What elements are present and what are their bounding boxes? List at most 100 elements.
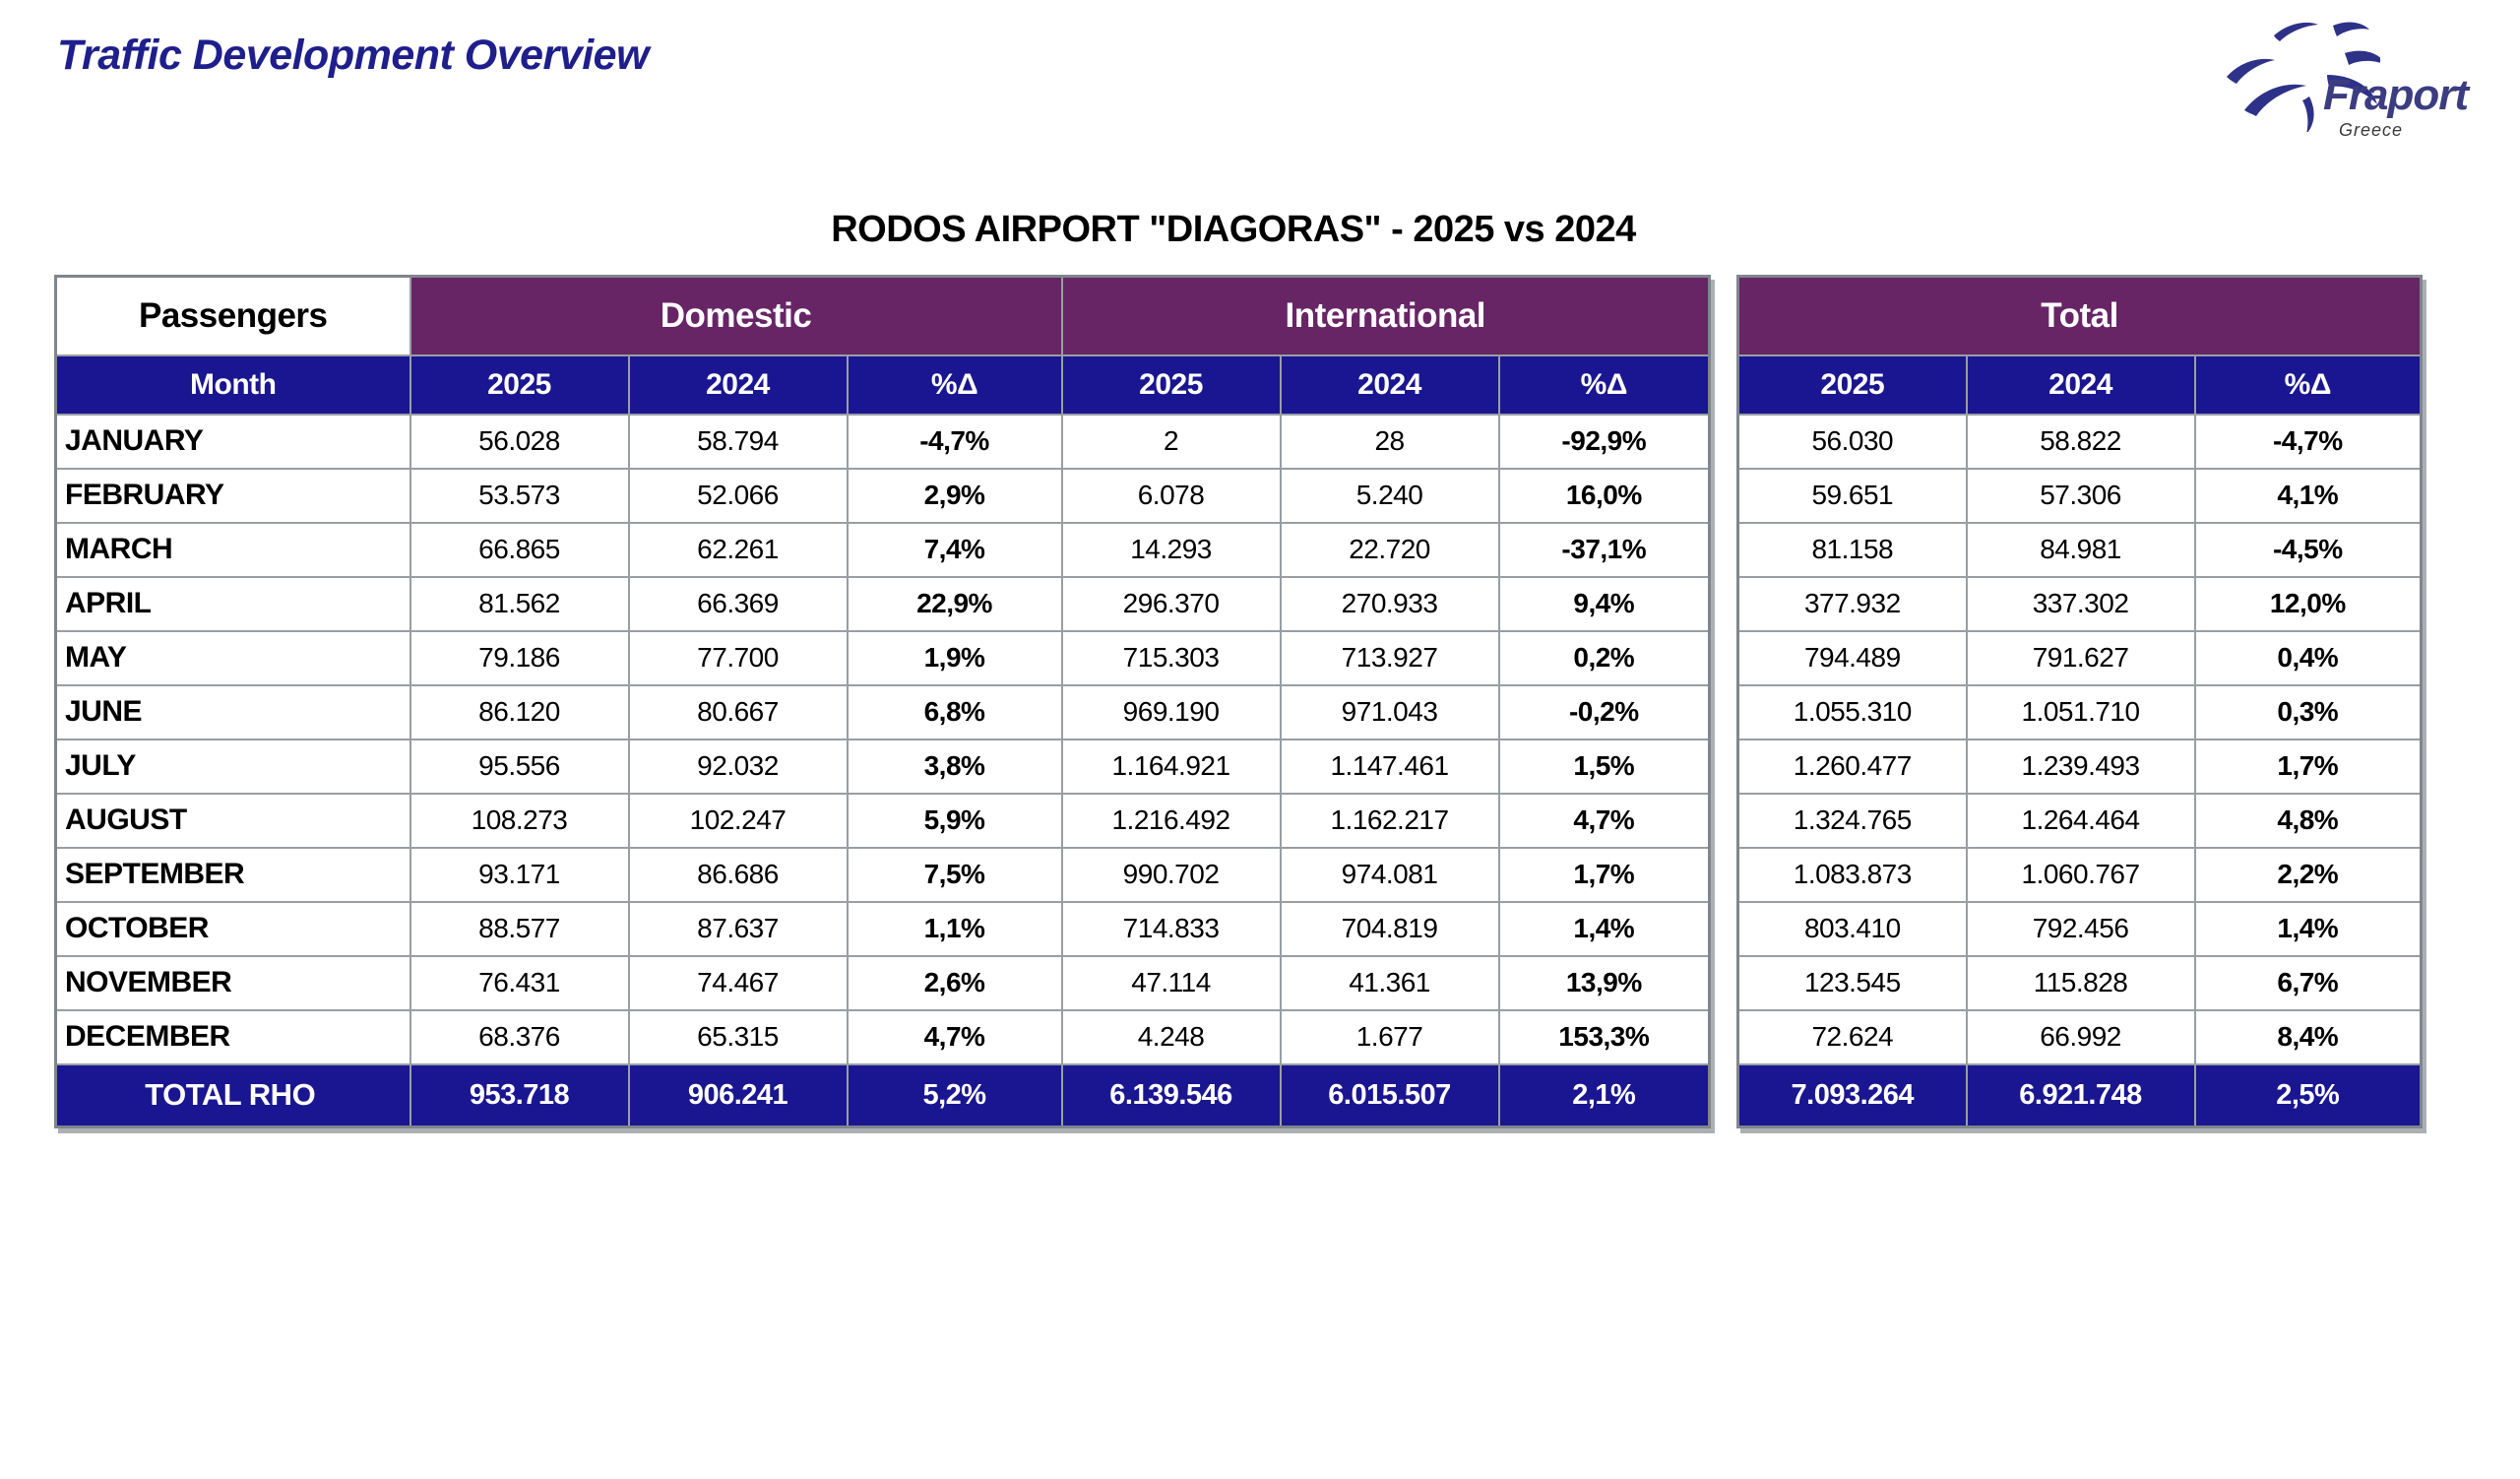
month-label-cell: APRIL bbox=[54, 575, 411, 632]
international-value-cell: 974.081 bbox=[1279, 846, 1500, 903]
total-value-cell: 792.456 bbox=[1965, 900, 2196, 957]
international-pct-cell: -92,9% bbox=[1497, 413, 1711, 470]
month-row: OCTOBER 88.577 87.637 1,1% 714.833 704.819 1,4… bbox=[54, 900, 1711, 957]
domestic-value-cell: 87.637 bbox=[627, 900, 849, 957]
month-label-cell: SEPTEMBER bbox=[54, 846, 411, 903]
international-pct-cell: 1,5% bbox=[1497, 738, 1711, 795]
total-pct-cell: 6,7% bbox=[2193, 954, 2423, 1011]
total-value-cell: 59.651 bbox=[1736, 467, 1968, 524]
domestic-pct-cell: 2,9% bbox=[846, 467, 1063, 524]
total-pct-cell: 1,4% bbox=[2193, 900, 2423, 957]
domestic-value-cell: 79.186 bbox=[409, 629, 630, 686]
domestic-pct-cell: 6,8% bbox=[846, 683, 1063, 740]
month-row: JUNE 86.120 80.667 6,8% 969.190 971.043 -0,2% bbox=[54, 683, 1711, 740]
month-label-cell: FEBRUARY bbox=[54, 467, 411, 524]
international-value-cell: 2 bbox=[1060, 413, 1282, 470]
month-header-cell: Month bbox=[54, 354, 411, 416]
month-total-row: 803.410 792.456 1,4% bbox=[1736, 900, 2423, 957]
total-pct-cell: 12,0% bbox=[2193, 575, 2423, 632]
international-pct-cell: 9,4% bbox=[1497, 575, 1711, 632]
month-total-row: 59.651 57.306 4,1% bbox=[1736, 467, 2423, 524]
grand-total-international-cell: 6.015.507 bbox=[1279, 1062, 1500, 1128]
international-value-cell: 990.702 bbox=[1060, 846, 1282, 903]
international-value-cell: 14.293 bbox=[1060, 521, 1282, 578]
group-header-international: International bbox=[1060, 275, 1711, 356]
month-total-row: 1.260.477 1.239.493 1,7% bbox=[1736, 738, 2423, 795]
total-value-cell: 1.083.873 bbox=[1736, 846, 1968, 903]
grand-total-domestic-cell: 5,2% bbox=[846, 1062, 1063, 1128]
total-value-cell: 123.545 bbox=[1736, 954, 1968, 1011]
fraport-wordmark: Fraport bbox=[2323, 71, 2469, 119]
month-total-row: 794.489 791.627 0,4% bbox=[1736, 629, 2423, 686]
month-row: MARCH 66.865 62.261 7,4% 14.293 22.720 -37,1% bbox=[54, 521, 1711, 578]
total-pct-cell: -4,7% bbox=[2193, 413, 2423, 470]
international-value-cell: 714.833 bbox=[1060, 900, 1282, 957]
total-pct-cell: 4,8% bbox=[2193, 792, 2423, 849]
total-value-cell: 337.302 bbox=[1965, 575, 2196, 632]
total-value-cell: 1.324.765 bbox=[1736, 792, 1968, 849]
domestic-pct-cell: 4,7% bbox=[846, 1008, 1063, 1065]
total-value-cell: 66.992 bbox=[1965, 1008, 2196, 1065]
domestic-2024-header-cell: 2024 bbox=[627, 354, 849, 416]
international-pct-cell: 1,7% bbox=[1497, 846, 1711, 903]
domestic-value-cell: 65.315 bbox=[627, 1008, 849, 1065]
international-pct-cell: 13,9% bbox=[1497, 954, 1711, 1011]
group-header-domestic: Domestic bbox=[409, 275, 1063, 356]
international-value-cell: 6.078 bbox=[1060, 467, 1282, 524]
international-value-cell: 715.303 bbox=[1060, 629, 1282, 686]
month-total-row: 56.030 58.822 -4,7% bbox=[1736, 413, 2423, 470]
month-total-row: 123.545 115.828 6,7% bbox=[1736, 954, 2423, 1011]
month-label-cell: JULY bbox=[54, 738, 411, 795]
international-value-cell: 1.162.217 bbox=[1279, 792, 1500, 849]
domestic-2025-header-cell: 2025 bbox=[409, 354, 630, 416]
group-header-row: Passengers Domestic International bbox=[54, 275, 1711, 356]
international-pct-cell: 16,0% bbox=[1497, 467, 1711, 524]
fraport-logo: Fraport Greece bbox=[2223, 14, 2479, 161]
month-label-cell: AUGUST bbox=[54, 792, 411, 849]
total-value-cell: 115.828 bbox=[1965, 954, 2196, 1011]
table-title: RODOS AIRPORT "DIAGORAS" - 2025 vs 2024 bbox=[831, 209, 1636, 250]
total-value-cell: 1.264.464 bbox=[1965, 792, 2196, 849]
international-value-cell: 296.370 bbox=[1060, 575, 1282, 632]
passengers-table: Passengers Domestic International Month … bbox=[54, 275, 1712, 1128]
total-value-cell: 1.060.767 bbox=[1965, 846, 2196, 903]
grand-total-domestic-cell: 906.241 bbox=[627, 1062, 849, 1128]
month-label-cell: JUNE bbox=[54, 683, 411, 740]
international-value-cell: 1.164.921 bbox=[1060, 738, 1282, 795]
total-pct-cell: 0,3% bbox=[2193, 683, 2423, 740]
month-label-cell: MARCH bbox=[54, 521, 411, 578]
total-value-cell: 1.239.493 bbox=[1965, 738, 2196, 795]
month-row: MAY 79.186 77.700 1,9% 715.303 713.927 0,2% bbox=[54, 629, 1711, 686]
total-value-cell: 56.030 bbox=[1736, 413, 1968, 470]
month-row: FEBRUARY 53.573 52.066 2,9% 6.078 5.240 16,0% bbox=[54, 467, 1711, 524]
domestic-value-cell: 66.865 bbox=[409, 521, 630, 578]
international-value-cell: 971.043 bbox=[1279, 683, 1500, 740]
international-pct-cell: -37,1% bbox=[1497, 521, 1711, 578]
domestic-pct-cell: 7,5% bbox=[846, 846, 1063, 903]
international-value-cell: 270.933 bbox=[1279, 575, 1500, 632]
international-value-cell: 4.248 bbox=[1060, 1008, 1282, 1065]
totals-table-body: 56.030 58.822 -4,7% 59.651 57.306 4,1% 81.158 8… bbox=[1736, 413, 2423, 1128]
grand-total-total-cell: 2,5% bbox=[2193, 1062, 2423, 1128]
total-value-cell: 57.306 bbox=[1965, 467, 2196, 524]
total-value-cell: 377.932 bbox=[1736, 575, 1968, 632]
domestic-value-cell: 86.120 bbox=[409, 683, 630, 740]
domestic-pct-cell: 5,9% bbox=[846, 792, 1063, 849]
domestic-value-cell: 108.273 bbox=[409, 792, 630, 849]
grand-total-total-cell: 7.093.264 bbox=[1736, 1062, 1968, 1128]
domestic-value-cell: 95.556 bbox=[409, 738, 630, 795]
domestic-pct-cell: 7,4% bbox=[846, 521, 1063, 578]
total-sub-header-row: 2025 2024 %Δ bbox=[1736, 354, 2423, 416]
fraport-region-label: Greece bbox=[2339, 120, 2404, 140]
tables-container: Passengers Domestic International Month … bbox=[54, 275, 2424, 1128]
total-pct-cell: -4,5% bbox=[2193, 521, 2423, 578]
total-value-cell: 81.158 bbox=[1736, 521, 1968, 578]
domestic-pct-cell: 1,1% bbox=[846, 900, 1063, 957]
sub-header-row: Month 2025 2024 %Δ 2025 2024 %Δ bbox=[54, 354, 1711, 416]
international-value-cell: 713.927 bbox=[1279, 629, 1500, 686]
passengers-table-body: JANUARY 56.028 58.794 -4,7% 2 28 -92,9% FEBRUAR… bbox=[54, 413, 1711, 1128]
month-total-row: 1.324.765 1.264.464 4,8% bbox=[1736, 792, 2423, 849]
domestic-value-cell: 66.369 bbox=[627, 575, 849, 632]
domestic-value-cell: 53.573 bbox=[409, 467, 630, 524]
